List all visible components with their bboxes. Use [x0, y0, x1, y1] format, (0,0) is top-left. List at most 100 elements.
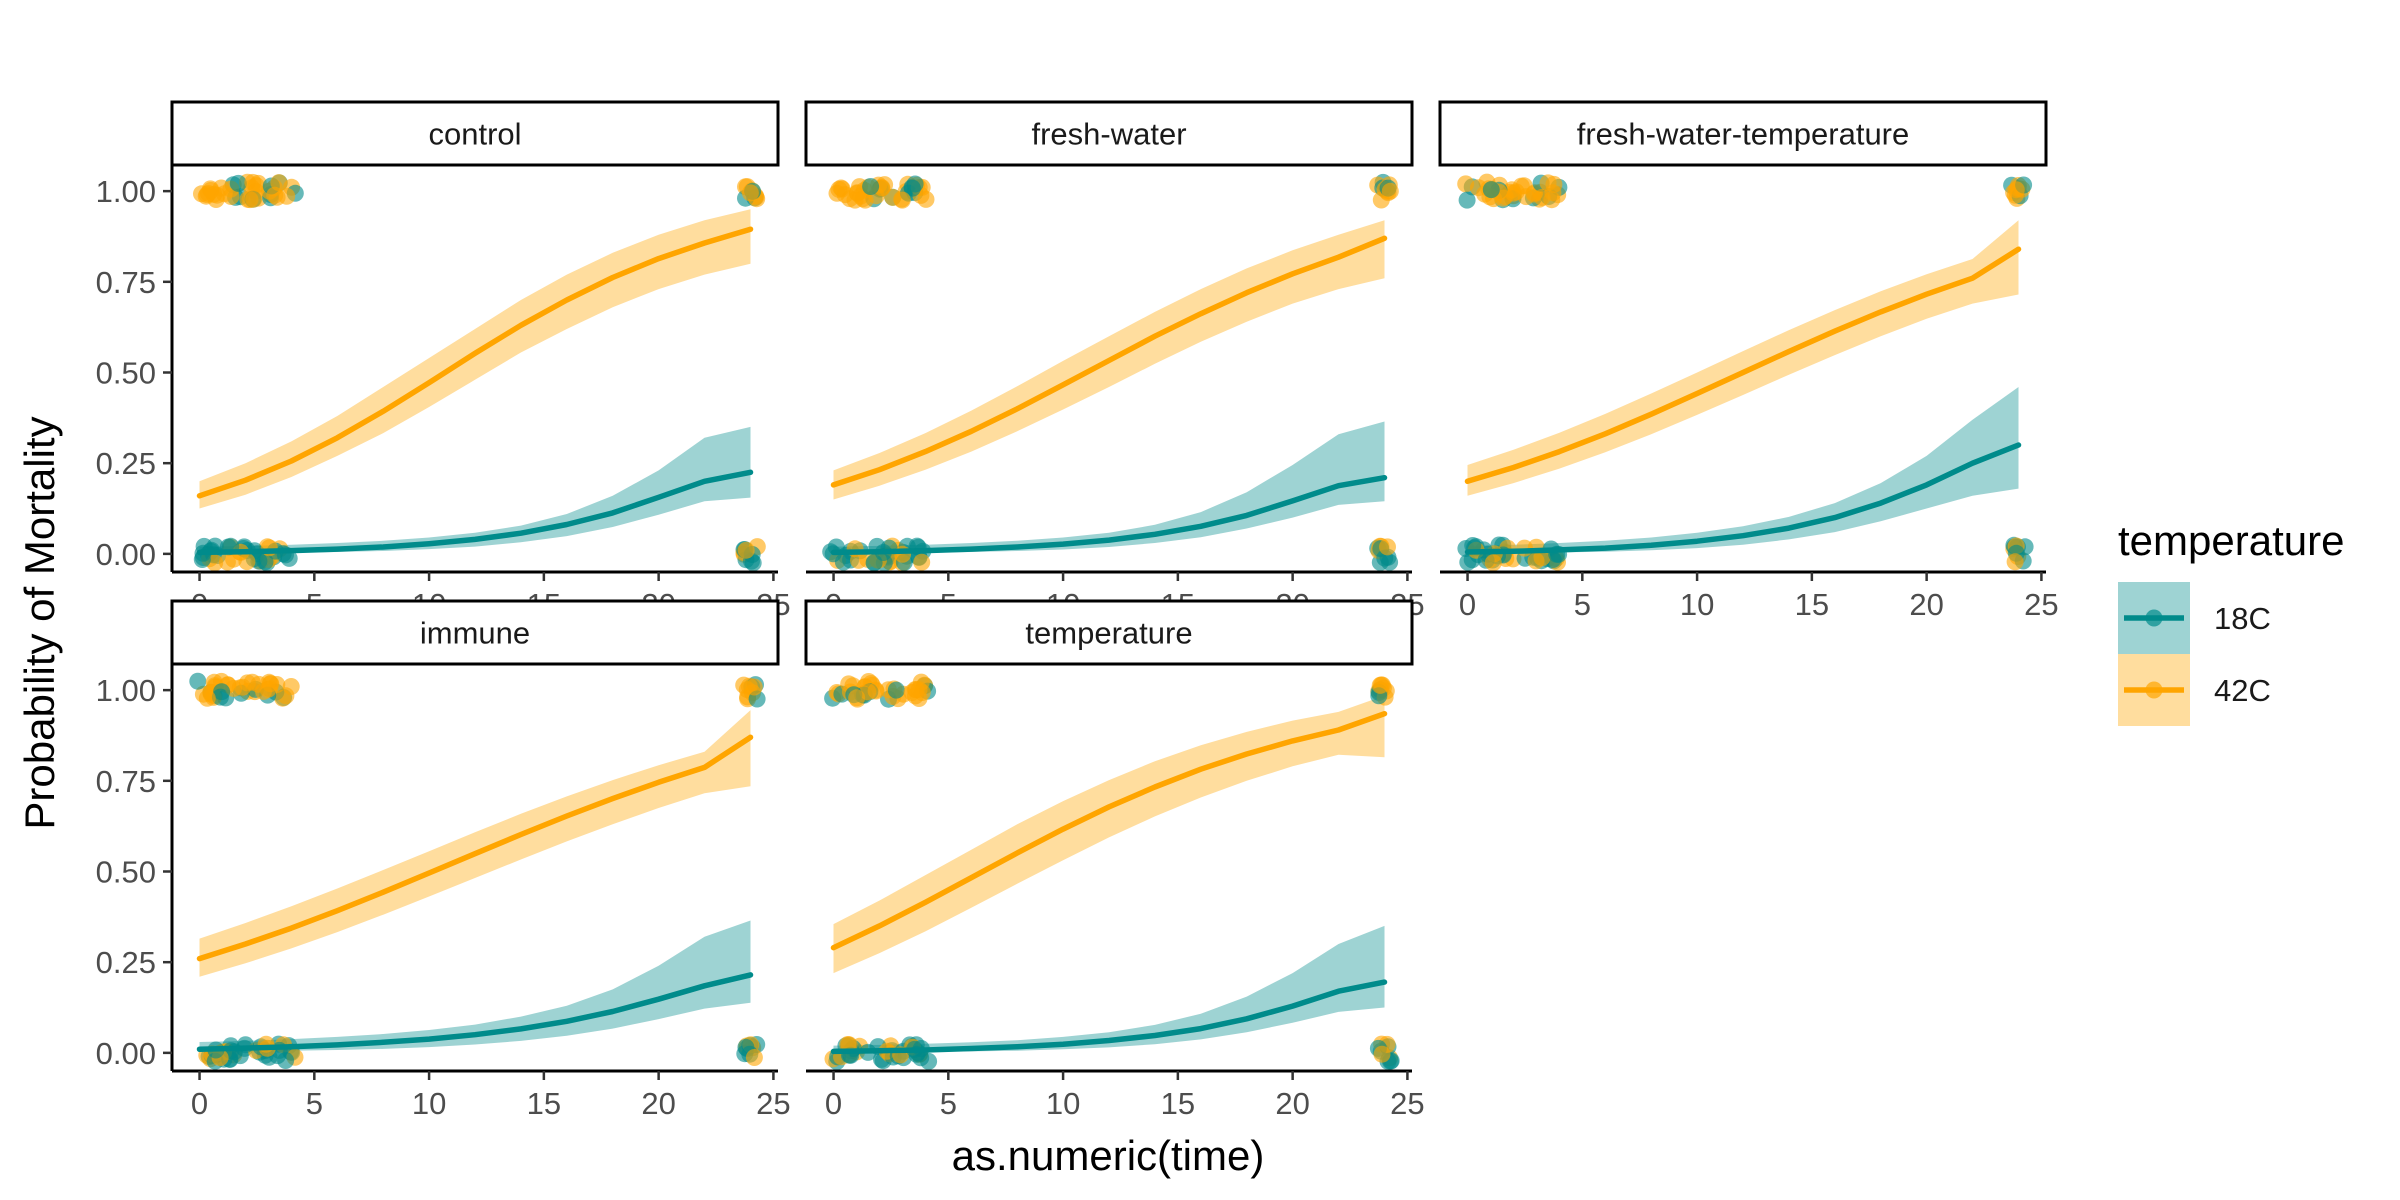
data-point [834, 553, 852, 571]
x-tick-label: 25 [2024, 587, 2058, 622]
y-tick-label: 0.50 [96, 356, 156, 391]
fit-line-18C [1464, 442, 2022, 555]
y-tick-label: 0.25 [96, 945, 156, 980]
data-point [1482, 181, 1500, 199]
y-tick-label: 0.00 [96, 1036, 156, 1071]
x-tick-label: 5 [306, 1086, 323, 1121]
data-point [913, 553, 931, 571]
x-tick-label: 10 [1680, 587, 1714, 622]
legend-key-point [2145, 681, 2163, 699]
fit-line-42C [196, 226, 754, 499]
ci-ribbon-18C [833, 925, 1385, 1053]
facet-panel-control: control05101520250.000.250.500.751.00 [96, 100, 791, 622]
facet-strip [804, 599, 1414, 666]
facet-strip [170, 599, 780, 666]
data-point [867, 682, 885, 700]
facet-strip-label: control [428, 117, 521, 152]
data-point [231, 1047, 249, 1065]
facet-strip [804, 100, 1414, 167]
ci-ribbon-18C [1467, 387, 2019, 554]
facet-strip [170, 100, 780, 167]
fit-line-42C [1464, 246, 2022, 485]
x-tick-label: 25 [756, 1086, 790, 1121]
x-tick-label: 0 [1459, 587, 1476, 622]
data-point [862, 178, 880, 195]
data-point [828, 184, 846, 202]
data-point [887, 681, 905, 699]
data-point [1527, 552, 1545, 570]
data-point [917, 190, 935, 208]
y-tick-label: 0.75 [96, 764, 156, 799]
facet-strip-label: fresh-water [1031, 117, 1186, 152]
data-point [1379, 538, 1396, 556]
data-point [2007, 181, 2025, 199]
x-tick-label: 25 [1390, 1086, 1424, 1121]
fit-line-18C [196, 469, 754, 556]
data-point [238, 674, 256, 692]
ci-ribbon-18C [199, 920, 751, 1052]
x-tick-label: 20 [1275, 1086, 1309, 1121]
facet-panel-fresh-water: fresh-water0510152025 [804, 100, 1425, 622]
fit-line-42C [830, 710, 1388, 951]
data-point [277, 1052, 295, 1069]
legend-key-point [2145, 609, 2163, 627]
data-point [1512, 177, 1530, 195]
data-point [910, 681, 928, 699]
x-tick-label: 0 [825, 1086, 842, 1121]
data-point [193, 551, 211, 568]
facet-panel-fresh-water-temperature: fresh-water-temperature 0 5 10 15 20 25 [1438, 100, 2059, 622]
y-tick-label: 0.25 [96, 446, 156, 481]
legend: temperature 18C 42C [2118, 517, 2344, 726]
data-point [741, 184, 759, 202]
data-point [189, 672, 207, 690]
data-point [250, 552, 268, 570]
data-point [846, 191, 864, 209]
ci-ribbon-42C [833, 695, 1385, 974]
x-tick-label: 20 [641, 1086, 675, 1121]
data-point [244, 173, 262, 191]
data-point [218, 553, 236, 571]
legend-key-42C: 42C [2118, 654, 2271, 726]
data-point [1381, 182, 1399, 200]
data-point [1458, 191, 1476, 209]
data-point [229, 174, 247, 192]
data-point [893, 191, 911, 209]
ci-ribbon-42C [199, 710, 751, 977]
ci-ribbon-18C [199, 426, 751, 554]
x-tick-label: 20 [1909, 587, 1943, 622]
y-axis-title: Probability of Mortality [16, 416, 63, 829]
ci-ribbon-18C [833, 421, 1385, 554]
data-point [1371, 676, 1389, 694]
data-point [274, 689, 292, 707]
y-tick-label: 1.00 [96, 174, 156, 209]
facet-strip-label: temperature [1025, 616, 1192, 651]
data-point [245, 190, 263, 208]
fit-line-42C [830, 235, 1388, 488]
y-tick-label: 0.50 [96, 855, 156, 890]
data-point [282, 678, 300, 695]
legend-key-18C: 18C [2118, 582, 2271, 654]
x-tick-label: 15 [1795, 587, 1829, 622]
data-point [1545, 175, 1563, 193]
x-tick-label: 10 [1046, 1086, 1080, 1121]
facet-strip-label: fresh-water-temperature [1577, 117, 1910, 152]
x-tick-label: 0 [191, 1086, 208, 1121]
data-point [280, 549, 298, 567]
data-point [1543, 191, 1561, 209]
legend-label: 18C [2214, 601, 2271, 636]
x-axis-title: as.numeric(time) [952, 1132, 1265, 1179]
data-point [2006, 553, 2024, 571]
data-point [278, 187, 296, 205]
x-tick-label: 15 [527, 1086, 561, 1121]
x-tick-label: 10 [412, 1086, 446, 1121]
data-point [238, 553, 256, 571]
x-tick-label: 15 [1161, 1086, 1195, 1121]
y-tick-label: 0.75 [96, 265, 156, 300]
data-point [255, 682, 272, 700]
facet-panel-temperature: temperature 0 5 10 15 20 25 [804, 599, 1425, 1121]
ci-ribbon-42C [1467, 220, 2019, 496]
data-point [848, 689, 866, 707]
x-tick-label: 5 [940, 1086, 957, 1121]
y-tick-label: 1.00 [96, 673, 156, 708]
